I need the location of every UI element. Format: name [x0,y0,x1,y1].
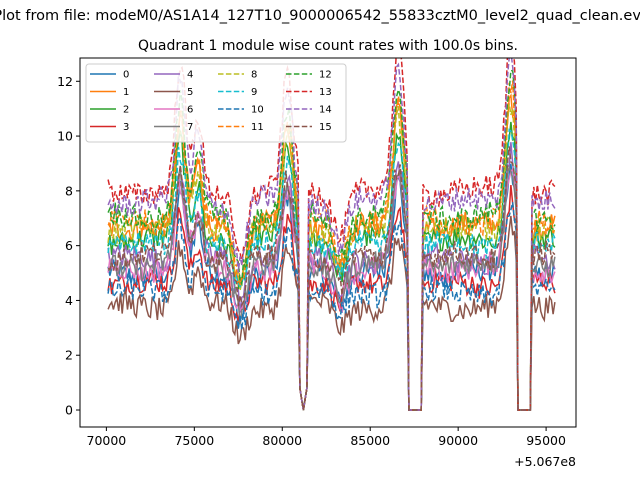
legend-label-1: 1 [123,87,129,98]
chart-title: Quadrant 1 module wise count rates with … [138,38,518,54]
x-tick-label-85000: 85000 [350,433,390,448]
series-line-5 [107,215,556,411]
y-tick-label-8: 8 [65,183,73,198]
y-tick-label-0: 0 [65,403,73,418]
x-tick-label-80000: 80000 [262,433,302,448]
y-tick-label-12: 12 [57,74,73,89]
legend-box [85,63,347,143]
legend-label-3: 3 [123,122,129,133]
x-tick-label-70000: 70000 [87,433,127,448]
series-line-10 [107,202,556,411]
legend-label-7: 7 [187,122,193,133]
legend-label-5: 5 [187,87,193,98]
legend-label-14: 14 [319,105,332,116]
series-line-14 [107,58,556,411]
legend-label-4: 4 [187,70,193,81]
legend-label-13: 13 [319,87,332,98]
legend-label-2: 2 [123,105,129,116]
y-tick-label-6: 6 [65,238,73,253]
y-tick-label-10: 10 [57,129,73,144]
legend-label-10: 10 [251,105,264,116]
x-tick-label-95000: 95000 [526,433,566,448]
legend-label-9: 9 [251,87,257,98]
y-tick-label-4: 4 [65,293,73,308]
legend-label-8: 8 [251,70,257,81]
legend-label-12: 12 [319,70,332,81]
series-line-12 [107,69,556,411]
series-line-4 [107,142,556,411]
x-tick-label-90000: 90000 [438,433,478,448]
legend-label-11: 11 [251,122,264,133]
x-tick-label-75000: 75000 [174,433,214,448]
x-offset-label: +5.067e8 [514,454,576,469]
plot-frame [79,57,577,428]
legend-label-6: 6 [187,105,193,116]
chart-suptitle: Plot from file: modeM0/AS1A14_127T10_900… [0,8,640,24]
series-line-9 [107,128,556,411]
y-tick-label-2: 2 [65,348,73,363]
series-line-15 [107,146,556,411]
series-line-7 [107,164,556,411]
legend-label-0: 0 [123,70,129,81]
legend-label-15: 15 [319,122,332,133]
